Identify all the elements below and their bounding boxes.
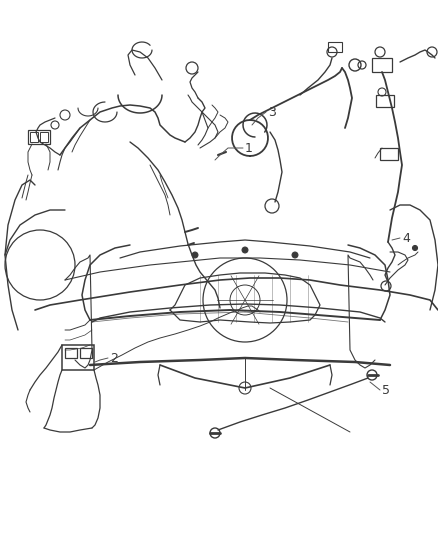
Bar [28, 130, 50, 144]
Circle shape [292, 252, 298, 258]
Bar [62, 345, 94, 370]
Text: 2: 2 [110, 351, 118, 365]
Text: 3: 3 [268, 106, 276, 118]
Bar [328, 42, 342, 52]
Bar [80, 348, 92, 358]
Text: 5: 5 [382, 384, 390, 397]
Circle shape [242, 247, 248, 253]
Bar [65, 348, 77, 358]
Text: 1: 1 [245, 141, 253, 155]
Bar [30, 132, 38, 142]
Bar [372, 58, 392, 72]
Bar [40, 132, 48, 142]
Text: 4: 4 [402, 231, 410, 245]
Bar [380, 148, 398, 160]
Circle shape [192, 252, 198, 258]
Bar [376, 95, 394, 107]
Circle shape [413, 246, 417, 251]
